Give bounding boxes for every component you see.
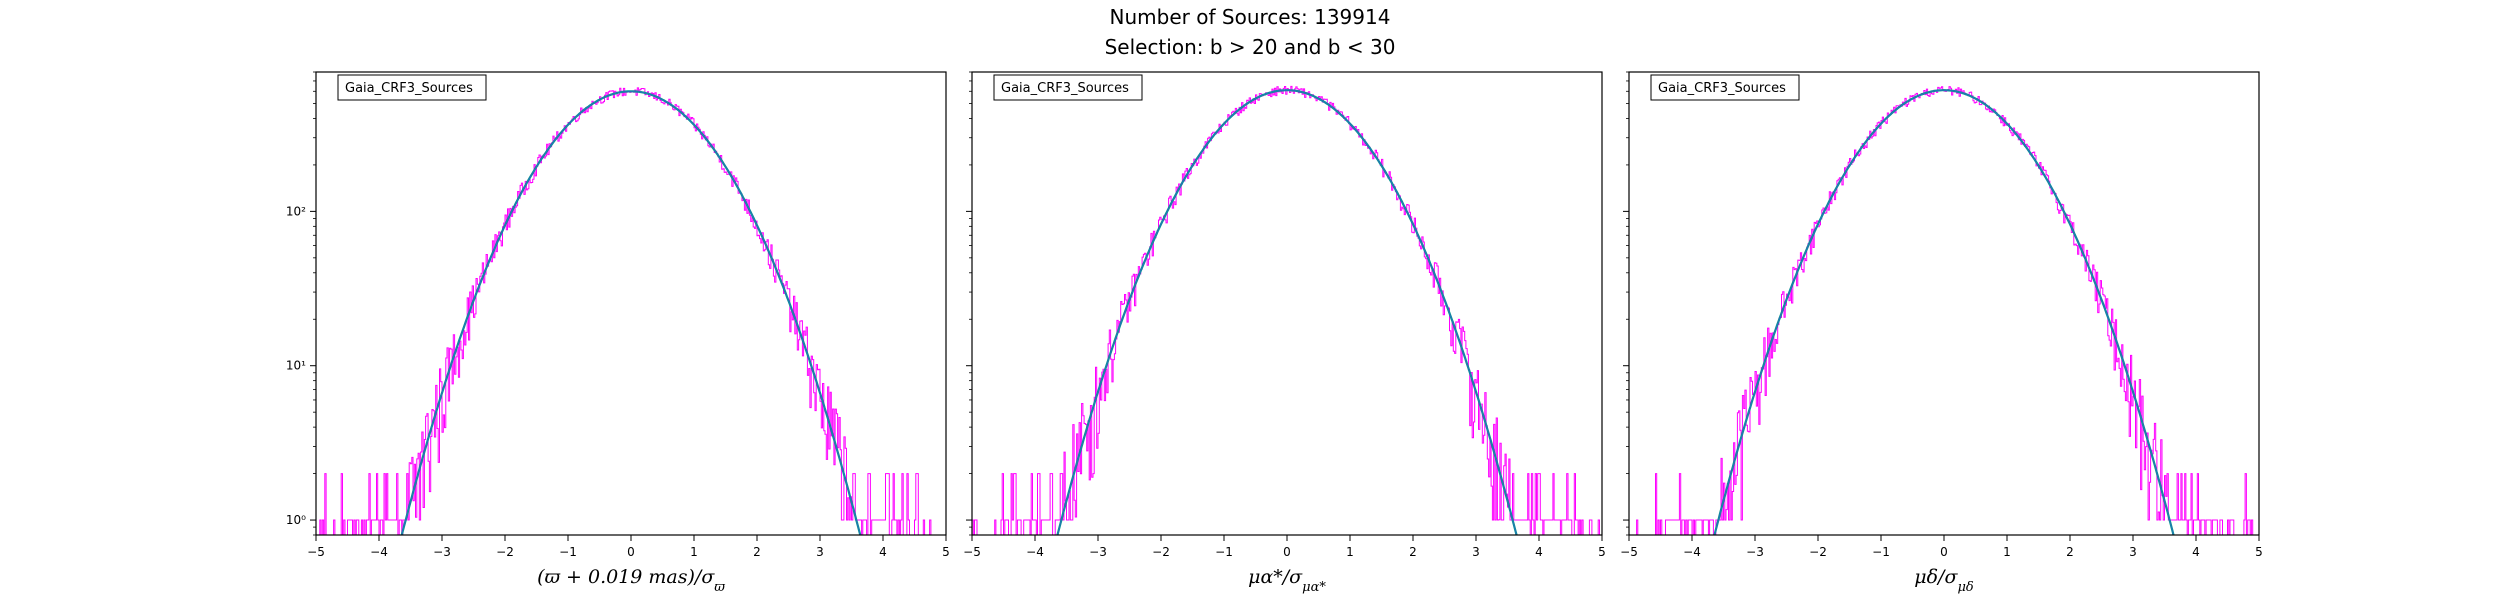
panel-pmra: −5 −4 −3 −2 −1 0 1 2 3 4 5 Gaia_CRF3_Sources μα*/σμα…	[963, 71, 1606, 595]
x-tick-label: 3	[816, 545, 824, 559]
x-tick-label: −4	[1026, 545, 1044, 559]
x-tick-label: −4	[370, 545, 388, 559]
x-tick-label: 1	[690, 545, 698, 559]
figure-title: Number of Sources: 139914	[1109, 5, 1391, 29]
gaussian-fit-overlay	[401, 90, 861, 535]
x-tick-label: 3	[2129, 545, 2137, 559]
figure-subtitle: Selection: b > 20 and b < 30	[1104, 35, 1396, 59]
gaussian-fit-curve	[1056, 89, 1518, 535]
histogram-series	[1629, 86, 2259, 535]
legend-box	[1650, 74, 1800, 101]
gaussian-fit-curve	[400, 90, 862, 535]
x-tick-label: −5	[307, 545, 325, 559]
x-tick-label: −5	[1620, 545, 1638, 559]
x-tick-label: 1	[2003, 545, 2011, 559]
x-tick-label: 5	[1598, 545, 1606, 559]
axes-frame	[1628, 71, 2260, 536]
x-tick-label: 0	[627, 545, 635, 559]
x-tick-label: 0	[1283, 545, 1291, 559]
x-tick-label: 5	[942, 545, 950, 559]
legend-box	[337, 74, 487, 101]
y-tick-label: 10²	[286, 204, 306, 218]
panel-pmdec: −5 −4 −3 −2 −1 0 1 2 3 4 5 Gaia_CRF3_Sources μδ/σμδ	[1620, 71, 2263, 595]
x-tick-label: −2	[1152, 545, 1170, 559]
x-tick-label: 5	[2255, 545, 2263, 559]
histogram-series	[316, 87, 946, 535]
x-tick-label: 2	[1409, 545, 1417, 559]
legend-label: Gaia_CRF3_Sources	[345, 81, 473, 96]
x-tick-label: −3	[433, 545, 451, 559]
gaussian-fit-overlay	[1056, 89, 1518, 535]
gaussian-fit-curve	[1713, 89, 2175, 535]
x-tick-label: 1	[1346, 545, 1354, 559]
x-tick-label: −1	[559, 545, 577, 559]
y-tick-label: 10⁰	[286, 513, 306, 527]
x-tick-label: −2	[1809, 545, 1827, 559]
legend-label: Gaia_CRF3_Sources	[1658, 81, 1786, 96]
axes-frame	[315, 71, 947, 536]
x-tick-label: −1	[1215, 545, 1233, 559]
x-tick-label: 2	[2066, 545, 2074, 559]
x-tick-label: −4	[1683, 545, 1701, 559]
gaussian-fit-overlay	[1713, 89, 2175, 535]
x-tick-label: 3	[1472, 545, 1480, 559]
x-tick-label: −2	[496, 545, 514, 559]
y-tick-label: 10¹	[286, 359, 306, 373]
x-tick-label: 0	[1940, 545, 1948, 559]
x-tick-label: 4	[879, 545, 887, 559]
panel-parallax: −5 −4 −3 −2 −1 0 1 2 3 4 5 10⁰ 10¹ 10² Gaia_CRF3_Sourc…	[286, 71, 950, 595]
x-tick-label: −3	[1089, 545, 1107, 559]
x-axis-label: μδ/σμδ	[1914, 566, 1974, 595]
x-tick-label: −1	[1872, 545, 1890, 559]
legend-label: Gaia_CRF3_Sources	[1001, 81, 1129, 96]
x-axis-label: (ϖ + 0.019 mas)/σϖ	[537, 566, 725, 595]
x-tick-label: 4	[1535, 545, 1543, 559]
x-tick-label: 4	[2192, 545, 2200, 559]
legend-box	[993, 74, 1143, 101]
x-tick-label: −3	[1746, 545, 1764, 559]
x-axis-label: μα*/σμα*	[1248, 566, 1326, 595]
axes-frame	[971, 71, 1603, 536]
x-tick-label: 2	[753, 545, 761, 559]
x-tick-label: −5	[963, 545, 981, 559]
histogram-series	[972, 85, 1602, 535]
